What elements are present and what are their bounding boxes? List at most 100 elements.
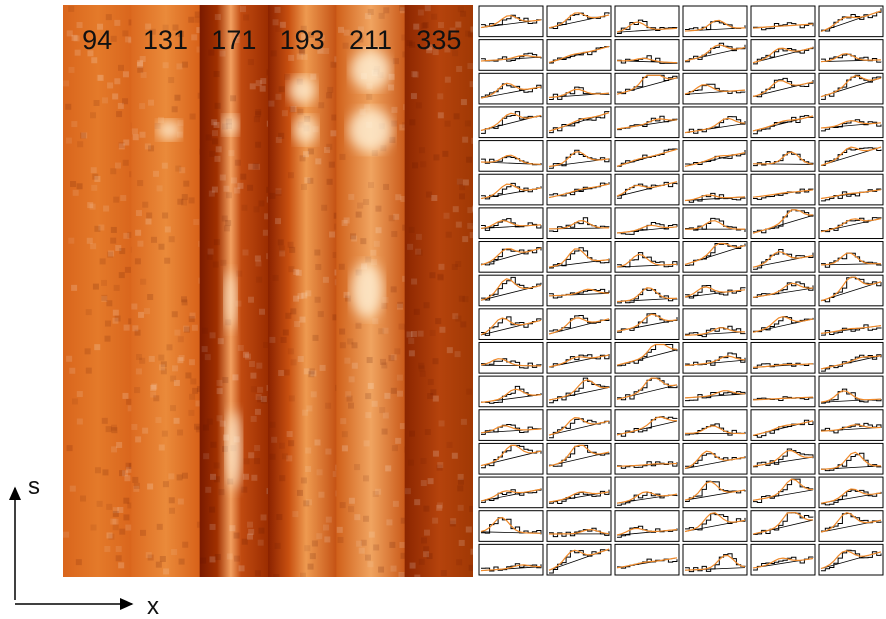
pixel-noise <box>467 63 473 70</box>
pixel-noise <box>472 437 473 444</box>
pixel-noise <box>341 445 348 452</box>
pixel-noise <box>148 145 155 152</box>
pixel-noise <box>337 536 344 543</box>
pixel-noise <box>150 384 157 391</box>
pixel-noise <box>426 553 433 560</box>
profile-fit <box>480 444 542 467</box>
profile-fit <box>684 425 745 435</box>
profile-fit <box>548 183 610 199</box>
profile-fit <box>820 75 882 98</box>
pixel-noise <box>123 324 130 331</box>
profile-step <box>481 83 542 98</box>
pixel-noise <box>278 86 285 93</box>
pixel-noise <box>412 71 419 78</box>
profile-fit <box>480 112 542 132</box>
pixel-noise <box>278 245 285 252</box>
pixel-noise <box>80 132 87 139</box>
pixel-noise <box>117 64 124 71</box>
profile-fit <box>480 488 542 502</box>
pixel-noise <box>419 370 426 377</box>
pixel-noise <box>297 108 304 115</box>
profile-panel <box>818 207 884 240</box>
profile-panel <box>682 39 748 71</box>
profile-panel <box>750 308 816 340</box>
pixel-noise <box>136 354 143 361</box>
pixel-noise <box>216 388 223 395</box>
pixel-noise <box>245 353 252 360</box>
pixel-noise <box>76 183 83 190</box>
profile-step <box>821 489 882 506</box>
pixel-noise <box>358 547 365 554</box>
pixel-noise <box>317 311 324 318</box>
pixel-noise <box>381 302 388 309</box>
pixel-noise <box>305 290 312 297</box>
pixel-noise <box>330 61 337 68</box>
pixel-noise <box>423 551 430 558</box>
pixel-noise <box>378 328 385 335</box>
pixel-noise <box>206 253 213 260</box>
pixel-noise <box>444 120 451 127</box>
pixel-noise <box>308 368 315 375</box>
profile-fit <box>548 416 610 436</box>
profile-fit <box>820 189 882 200</box>
bright-feature <box>350 50 391 90</box>
pixel-noise <box>414 574 421 577</box>
profile-fit <box>684 242 746 266</box>
pixel-noise <box>455 260 462 267</box>
bright-feature <box>225 410 242 490</box>
pixel-noise <box>275 189 282 196</box>
pixel-noise <box>115 545 122 552</box>
pixel-noise <box>180 199 187 206</box>
pixel-noise <box>278 132 285 139</box>
pixel-noise <box>297 356 304 363</box>
pixel-noise <box>69 485 76 492</box>
pixel-noise <box>181 194 188 201</box>
profile-fit <box>820 488 882 504</box>
pixel-noise <box>389 136 396 143</box>
pixel-noise <box>179 167 186 174</box>
pixel-noise <box>176 63 183 70</box>
pixel-noise <box>319 364 326 371</box>
pixel-noise <box>469 81 473 88</box>
pixel-noise <box>75 559 82 566</box>
pixel-noise <box>241 486 248 493</box>
pixel-noise <box>118 143 125 150</box>
pixel-noise <box>399 423 406 430</box>
pixel-noise <box>237 344 244 351</box>
pixel-noise <box>413 23 420 30</box>
pixel-noise <box>101 279 108 286</box>
pixel-noise <box>453 113 460 120</box>
pixel-noise <box>351 362 358 369</box>
pixel-noise <box>418 558 425 565</box>
pixel-noise <box>159 555 166 562</box>
pixel-noise <box>432 395 439 402</box>
profile-panel <box>478 341 544 374</box>
pixel-noise <box>471 219 473 226</box>
bright-feature <box>224 270 237 330</box>
pixel-noise <box>183 180 190 187</box>
pixel-noise <box>190 378 197 385</box>
pixel-noise <box>262 229 269 236</box>
profile-fit <box>684 19 746 32</box>
pixel-noise <box>125 36 132 43</box>
pixel-noise <box>411 70 418 77</box>
pixel-noise <box>247 521 254 528</box>
pixel-noise <box>94 175 101 182</box>
pixel-noise <box>124 475 131 482</box>
pixel-noise <box>394 348 401 355</box>
pixel-noise <box>302 409 309 416</box>
pixel-noise <box>66 445 73 452</box>
pixel-noise <box>161 162 168 169</box>
pixel-noise <box>139 103 146 110</box>
pixel-noise <box>84 348 91 355</box>
pixel-noise <box>314 439 321 446</box>
pixel-noise <box>153 170 160 177</box>
pixel-noise <box>354 464 361 471</box>
pixel-noise <box>279 250 286 257</box>
pixel-noise <box>339 153 346 160</box>
bright-feature <box>156 120 181 140</box>
pixel-noise <box>131 423 138 430</box>
pixel-noise <box>458 539 465 546</box>
pixel-noise <box>254 408 261 415</box>
profile-panel <box>478 140 544 172</box>
